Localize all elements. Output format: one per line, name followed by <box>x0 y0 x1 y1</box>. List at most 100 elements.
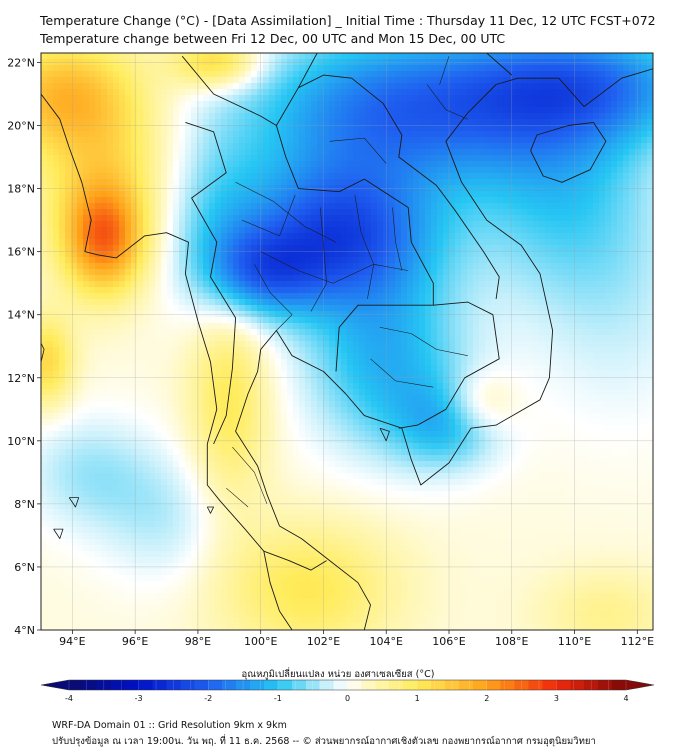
field-cell <box>641 125 648 132</box>
field-cell <box>407 305 414 312</box>
field-cell <box>353 95 360 102</box>
field-cell <box>569 125 576 132</box>
field-cell <box>269 287 276 294</box>
field-cell <box>503 203 510 210</box>
field-cell <box>257 161 264 168</box>
field-cell <box>635 173 642 180</box>
field-cell <box>275 215 282 222</box>
field-cell <box>575 317 582 324</box>
field-cell <box>101 65 108 72</box>
field-cell <box>587 173 594 180</box>
field-cell <box>89 287 96 294</box>
field-cell <box>617 227 624 234</box>
field-cell <box>521 101 528 108</box>
field-cell <box>131 191 138 198</box>
field-cell <box>401 341 408 348</box>
field-cell <box>197 227 204 234</box>
field-cell <box>425 65 432 72</box>
field-cell <box>479 275 486 282</box>
field-cell <box>641 233 648 240</box>
field-cell <box>71 335 78 342</box>
field-cell <box>473 263 480 270</box>
field-cell <box>161 305 168 312</box>
field-cell <box>323 215 330 222</box>
field-cell <box>377 317 384 324</box>
field-cell <box>371 215 378 222</box>
field-cell <box>443 107 450 114</box>
field-cell <box>209 269 216 276</box>
field-cell <box>173 233 180 240</box>
field-cell <box>587 233 594 240</box>
field-cell <box>191 113 198 120</box>
field-cell <box>53 155 60 162</box>
field-cell <box>341 299 348 306</box>
field-cell <box>539 125 546 132</box>
field-cell <box>173 251 180 258</box>
field-cell <box>179 239 186 246</box>
field-cell <box>101 161 108 168</box>
field-cell <box>311 137 318 144</box>
field-cell <box>125 89 132 96</box>
field-cell <box>527 179 534 186</box>
field-cell <box>401 71 408 78</box>
field-cell <box>341 53 348 60</box>
field-cell <box>65 341 72 348</box>
field-cell <box>101 311 108 318</box>
field-cell <box>185 83 192 90</box>
field-cell <box>521 323 528 330</box>
field-cell <box>305 197 312 204</box>
field-cell <box>425 77 432 84</box>
field-cell <box>353 317 360 324</box>
field-cell <box>311 107 318 114</box>
field-cell <box>41 311 48 318</box>
field-cell <box>101 107 108 114</box>
field-cell <box>485 185 492 192</box>
field-cell <box>143 137 150 144</box>
field-cell <box>89 191 96 198</box>
field-cell <box>497 263 504 270</box>
field-cell <box>353 305 360 312</box>
field-cell <box>167 113 174 120</box>
field-cell <box>479 293 486 300</box>
field-cell <box>317 311 324 318</box>
field-cell <box>437 257 444 264</box>
field-cell <box>269 53 276 60</box>
field-cell <box>467 119 474 126</box>
field-cell <box>563 197 570 204</box>
field-cell <box>53 173 60 180</box>
field-cell <box>557 227 564 234</box>
field-cell <box>89 185 96 192</box>
field-cell <box>131 113 138 120</box>
field-cell <box>47 287 54 294</box>
field-cell <box>443 317 450 324</box>
field-cell <box>413 191 420 198</box>
field-cell <box>233 107 240 114</box>
field-cell <box>575 131 582 138</box>
field-cell <box>605 65 612 72</box>
field-cell <box>287 89 294 96</box>
field-cell <box>623 287 630 294</box>
field-cell <box>611 311 618 318</box>
field-cell <box>443 245 450 252</box>
field-cell <box>407 335 414 342</box>
field-cell <box>149 173 156 180</box>
field-cell <box>293 191 300 198</box>
field-cell <box>281 245 288 252</box>
field-cell <box>485 143 492 150</box>
field-cell <box>143 215 150 222</box>
field-cell <box>395 191 402 198</box>
field-cell <box>587 83 594 90</box>
field-cell <box>227 155 234 162</box>
field-cell <box>395 239 402 246</box>
field-cell <box>629 53 636 60</box>
field-cell <box>581 53 588 60</box>
field-cell <box>191 281 198 288</box>
field-cell <box>485 227 492 234</box>
field-cell <box>497 53 504 60</box>
field-cell <box>137 89 144 96</box>
field-cell <box>587 155 594 162</box>
field-cell <box>533 209 540 216</box>
field-cell <box>533 221 540 228</box>
field-cell <box>551 65 558 72</box>
field-cell <box>611 287 618 294</box>
